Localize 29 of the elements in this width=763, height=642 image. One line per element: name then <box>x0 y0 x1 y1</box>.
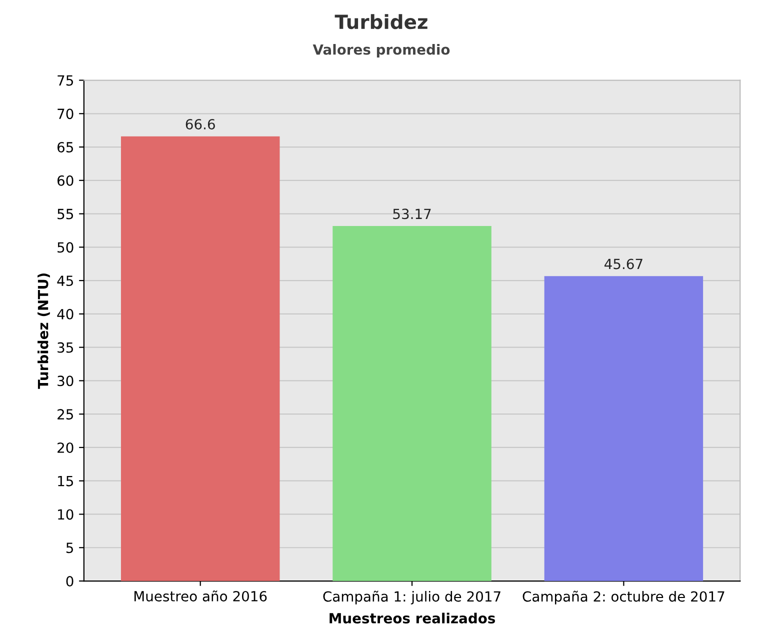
y-tick-label: 60 <box>58 175 74 186</box>
y-tick-label: 65 <box>58 142 73 152</box>
y-tick-label: 15 <box>58 476 73 486</box>
y-tick-label: 70 <box>58 108 74 120</box>
bar <box>120 136 280 582</box>
y-tick-label: 25 <box>58 409 73 420</box>
bar <box>332 226 492 582</box>
y-tick-label: 40 <box>57 308 74 320</box>
y-tick-label: 20 <box>58 442 74 453</box>
data-label: 66.6 <box>186 118 215 130</box>
data-label: 53.17 <box>393 208 431 220</box>
y-tick-label: 75 <box>58 75 73 86</box>
y-tick-label: 55 <box>58 208 73 220</box>
y-tick-label: 10 <box>58 509 74 520</box>
y-tick-label: 35 <box>58 342 73 353</box>
y-tick-label: 0 <box>66 576 74 586</box>
y-tick-label: 45 <box>57 276 73 286</box>
y-tick-label: 5 <box>66 542 73 554</box>
y-tick-label: 30 <box>58 376 74 386</box>
y-axis-title: Turbidez (NTU) <box>38 273 50 389</box>
y-tick-label: 50 <box>58 242 74 253</box>
x-tick-label: Muestreo año 2016 <box>134 590 267 602</box>
x-tick-label: Campaña 1: julio de 2017 <box>323 590 500 604</box>
chart-title: Turbidez <box>334 14 428 30</box>
x-tick-label: Campaña 2: octubre de 2017 <box>522 590 724 604</box>
data-label: 45.67 <box>604 258 642 270</box>
bar <box>544 276 704 582</box>
x-axis-title: Muestreos realizados <box>330 612 496 624</box>
chart-subtitle: Valores promedio <box>312 44 450 58</box>
